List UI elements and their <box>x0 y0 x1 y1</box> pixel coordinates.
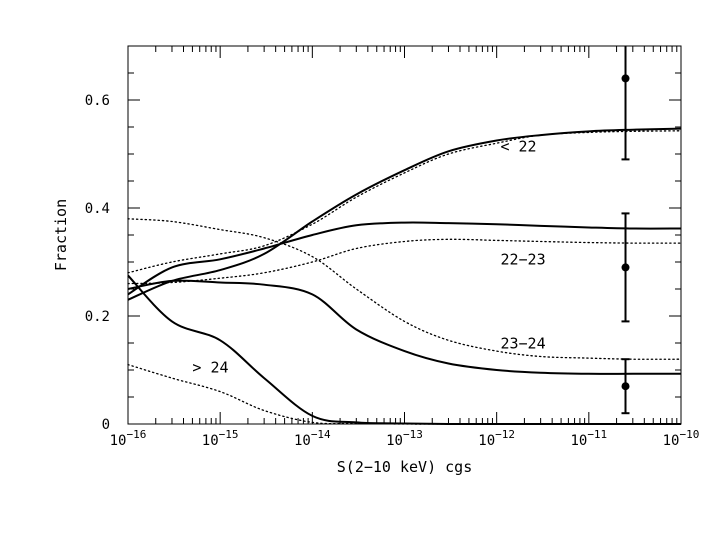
x-tick-label: 10−16 <box>110 428 147 449</box>
y-tick-label: 0.2 <box>85 309 110 325</box>
series-line-7-solid <box>127 274 681 426</box>
data-point-marker <box>621 263 630 272</box>
x-tick-label: 10−11 <box>570 428 607 449</box>
series-line-6-dotted <box>127 218 682 360</box>
annotation-label-2: 22−23 <box>500 251 545 269</box>
data-point-1 <box>621 46 630 161</box>
x-axis-label: S(2−10 keV) cgs <box>337 458 472 476</box>
annotation-label-1: < 22 <box>500 137 536 155</box>
plot-frame <box>127 45 682 425</box>
x-tick-label: 10−13 <box>386 428 423 449</box>
series-line-1-solid <box>127 127 682 301</box>
series-line-3-solid <box>127 221 682 296</box>
annotation-label-3: 23−24 <box>500 334 545 352</box>
series-line-5-solid <box>127 279 681 375</box>
x-tick-label: 10−15 <box>202 428 239 449</box>
data-point-marker <box>621 382 630 391</box>
series-line-2-dotted <box>127 130 682 274</box>
series-layer <box>127 127 682 426</box>
y-axis-label: Fraction <box>52 199 70 271</box>
y-tick-label: 0 <box>102 417 110 433</box>
ticks-layer: 10−16 10−15 10−14 10−13 10−12 10−11 10−10 0 0.2 0… <box>85 45 700 449</box>
x-tick-label: 10−10 <box>663 428 700 449</box>
y-tick-label: 0.6 <box>85 93 110 109</box>
x-tick-label: 10−14 <box>294 428 331 449</box>
data-point-2 <box>621 212 630 323</box>
series-line-4-dotted <box>127 238 682 285</box>
x-tick-label: 10−12 <box>478 428 515 449</box>
annotations-layer: < 22 22−23 23−24 > 24 <box>192 137 545 376</box>
data-point-marker <box>621 74 630 83</box>
y-tick-label: 0.4 <box>85 201 110 217</box>
data-point-3 <box>621 358 630 415</box>
annotation-label-4: > 24 <box>192 359 228 377</box>
data-points-layer <box>621 46 630 415</box>
